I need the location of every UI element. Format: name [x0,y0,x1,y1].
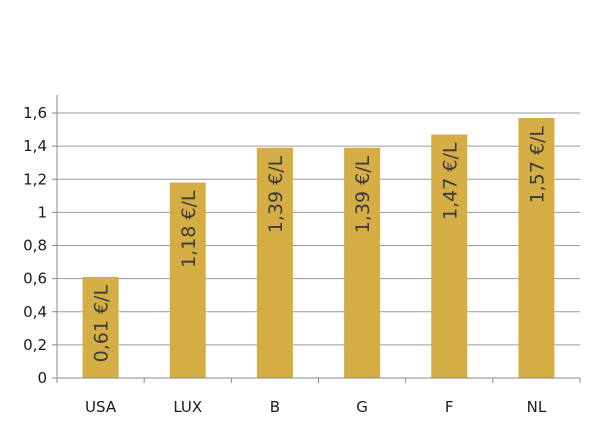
gridlines [57,112,580,346]
data-label: 1,39 €/L [352,155,374,233]
x-tick-label: LUX [173,398,202,416]
data-label: 0,61 €/L [91,285,113,363]
y-tick-label: 0,2 [23,336,47,354]
bar [518,117,555,378]
x-tick-label: F [445,398,454,416]
y-tick-labels: 0 0,2 0,4 0,6 0,8 1 1,2 1,4 1,6 [23,104,47,387]
x-tick-label: G [356,398,368,416]
bar [169,182,206,378]
x-tick-label: NL [527,398,547,416]
x-tick-label: B [270,398,280,416]
data-label: 1,18 €/L [178,190,200,268]
y-tick-label: 0,6 [23,270,47,288]
bar [256,147,293,378]
x-tick-labels: USA LUX B G F NL [85,398,547,416]
y-tick-label: 1,6 [23,104,47,122]
bar [344,147,381,378]
y-tick-label: 1 [37,203,47,221]
y-tick-label: 1,2 [23,170,47,188]
y-tick-label: 0,8 [23,237,47,255]
y-tick-label: 0 [37,369,47,387]
y-tick-label: 1,4 [23,137,47,155]
bar [431,134,468,378]
y-tick-label: 0,4 [23,303,47,321]
data-label: 1,47 €/L [439,142,461,220]
axes [52,95,581,383]
bars [82,117,555,378]
data-label: 1,57 €/L [526,126,548,204]
x-tick-label: USA [85,398,117,416]
data-labels: 0,61 €/L 1,18 €/L 1,39 €/L 1,39 €/L 1,47 €/L… [91,126,549,363]
data-label: 1,39 €/L [265,155,287,233]
bar [82,276,119,378]
